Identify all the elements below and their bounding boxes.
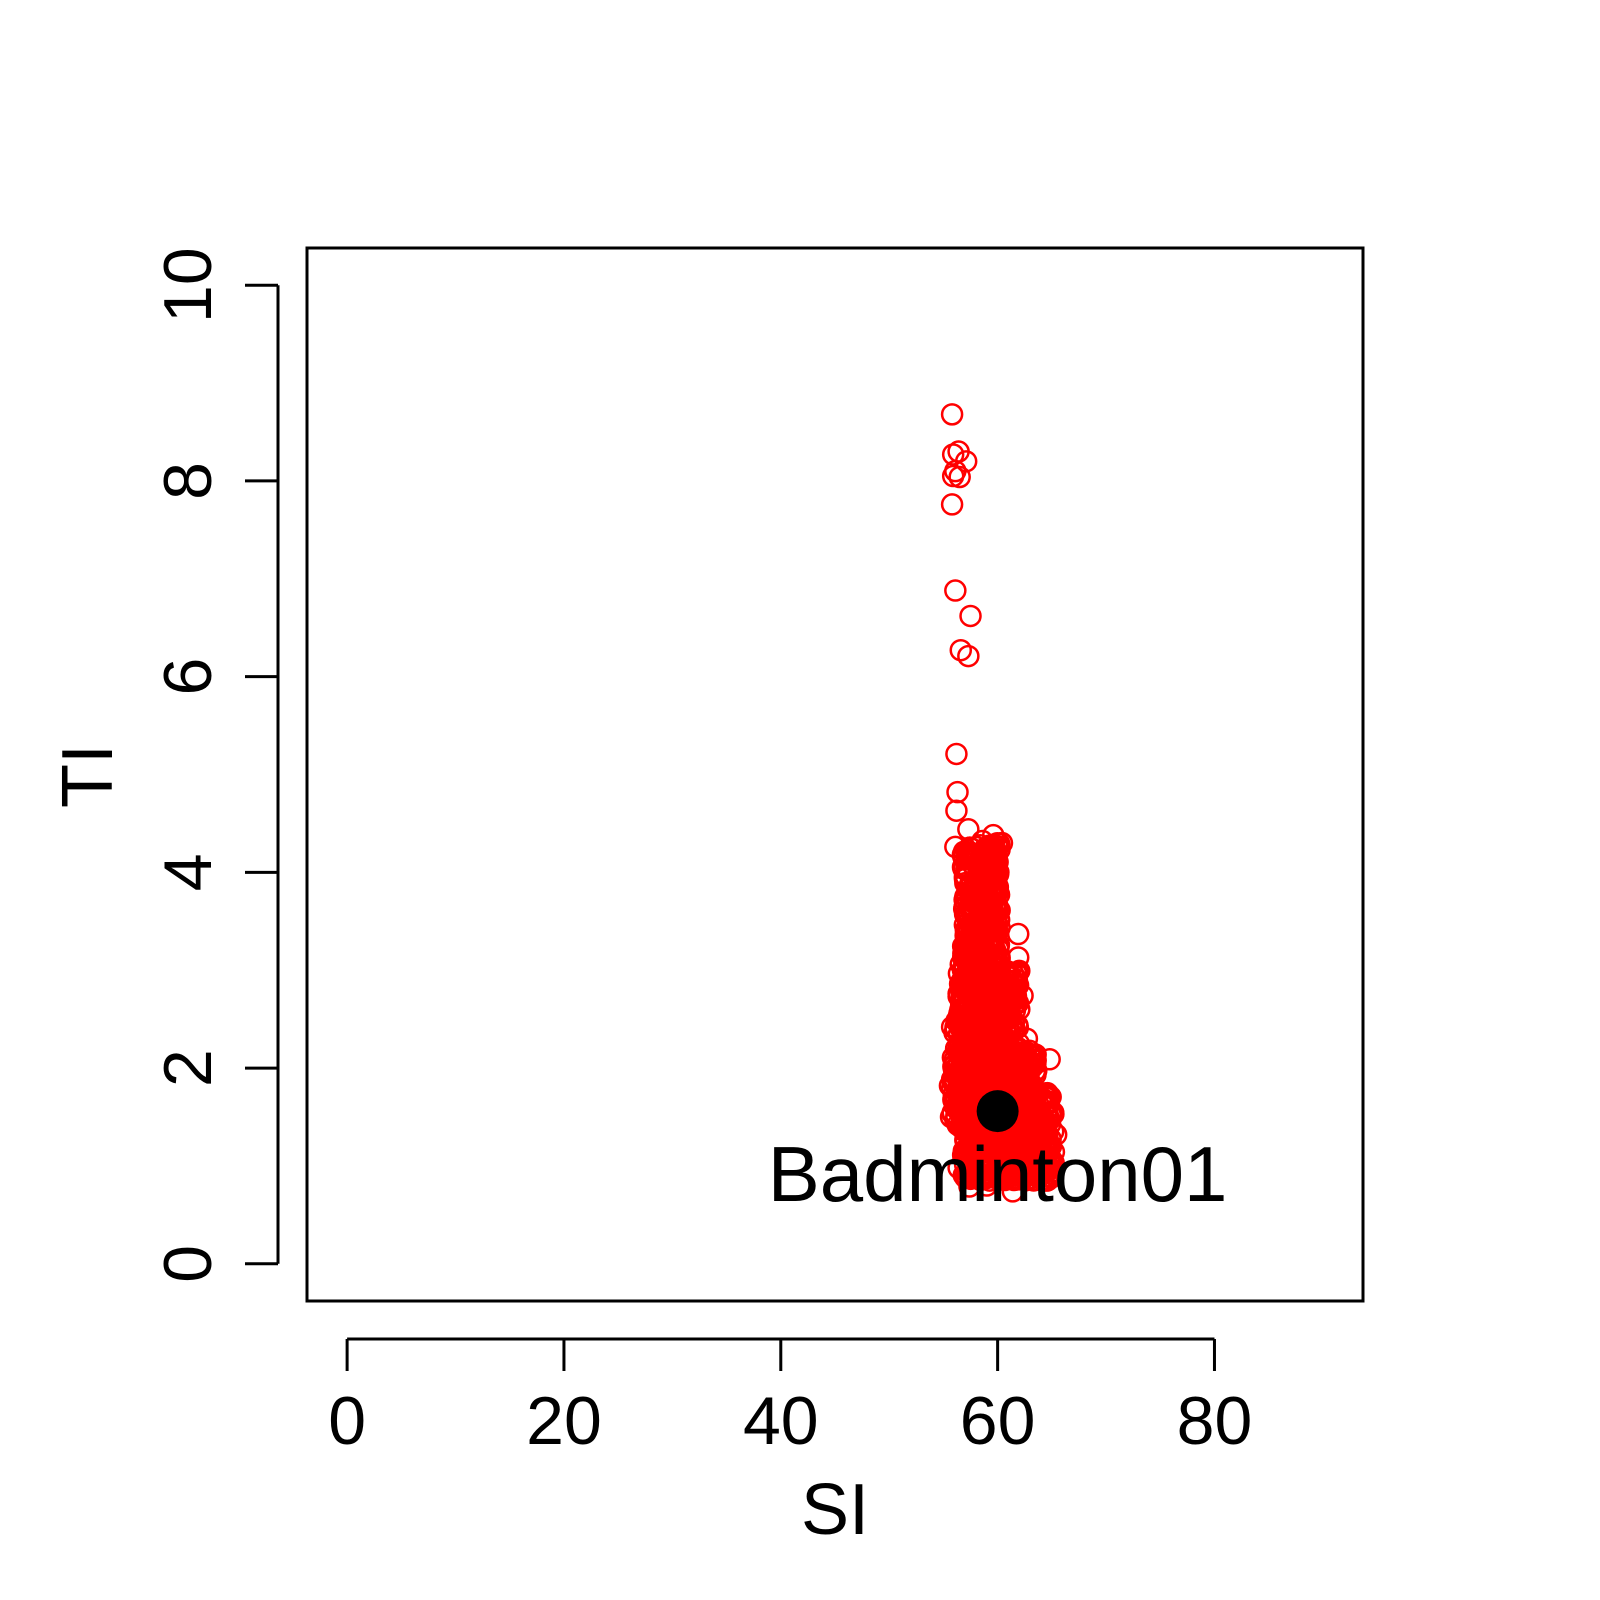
x-tick-label: 80 [1177, 1383, 1253, 1459]
scatter-point [940, 493, 964, 516]
scatter-point [945, 799, 968, 822]
x-tick-label: 20 [526, 1383, 602, 1459]
scatter-point [948, 465, 971, 489]
x-tick-label: 40 [743, 1383, 819, 1459]
scatter-point [949, 1044, 972, 1068]
scatter-point [968, 938, 991, 961]
scatter-point [1039, 1166, 1063, 1190]
scatter-point [952, 974, 975, 997]
scatter-point [998, 989, 1021, 1013]
scatter-point [986, 877, 1009, 900]
scatter-point [960, 1155, 983, 1179]
x-axis-title: SI [801, 1470, 869, 1550]
scatter-point [957, 644, 980, 668]
scatter-point [957, 1052, 980, 1076]
scatter-point [955, 971, 979, 994]
scatter-point [1038, 1157, 1061, 1181]
x-tick-label: 0 [328, 1383, 366, 1459]
scatter-point [1006, 1151, 1030, 1174]
scatter-point [953, 867, 977, 891]
y-axis-title: TI [48, 744, 128, 808]
scatter-point [985, 1060, 1008, 1083]
scatter-point [949, 638, 973, 662]
y-tick-label: 0 [150, 1245, 226, 1283]
scatter-point [1005, 962, 1029, 986]
y-tick-label: 6 [150, 658, 226, 696]
scatter-point [1006, 1134, 1029, 1157]
scatter-point [945, 742, 968, 766]
scatter-point [955, 1023, 979, 1046]
highlight-point [976, 1090, 1019, 1133]
scatter-point [1010, 1042, 1034, 1066]
scatter-point [955, 1029, 979, 1053]
scatter-point [988, 994, 1012, 1017]
scatter-point [1033, 1089, 1056, 1112]
scatter-point [976, 859, 1000, 882]
y-tick-label: 2 [150, 1049, 226, 1087]
x-tick-label: 60 [960, 1383, 1036, 1459]
scatter-point [980, 884, 1004, 907]
scatter-point [1037, 1105, 1060, 1129]
y-tick-label: 10 [150, 247, 226, 323]
scatter-point [956, 843, 979, 867]
scatter-point [952, 840, 976, 864]
scatter-point [946, 780, 969, 804]
scatter-point [944, 459, 967, 483]
plot-frame [305, 246, 1365, 1303]
scatter-point [1020, 1108, 1043, 1131]
scatter-point [957, 903, 980, 927]
scatter-point [977, 936, 1001, 960]
x-axis: 0 20 40 60 80 [328, 1337, 1253, 1459]
scatter-point [1022, 1169, 1045, 1192]
point-annotation: Badminton01 [768, 1130, 1228, 1218]
scatter-point [1034, 1113, 1058, 1137]
scatter-point [965, 1131, 989, 1155]
y-tick-label: 4 [150, 853, 226, 891]
scatter-point [1032, 1168, 1055, 1191]
scatter-point [985, 1015, 1008, 1038]
scatter-point [959, 604, 982, 628]
scatter-point [940, 403, 964, 426]
scatter-point [978, 1136, 1001, 1159]
y-axis: 0 2 4 6 8 10 [150, 247, 280, 1283]
scatter-point [957, 919, 980, 942]
scatter-point [944, 579, 967, 602]
y-tick-label: 8 [150, 462, 226, 500]
scatter-point [1016, 1152, 1040, 1176]
scatter-point [1009, 1044, 1032, 1067]
highlight-layer [976, 1090, 1019, 1133]
